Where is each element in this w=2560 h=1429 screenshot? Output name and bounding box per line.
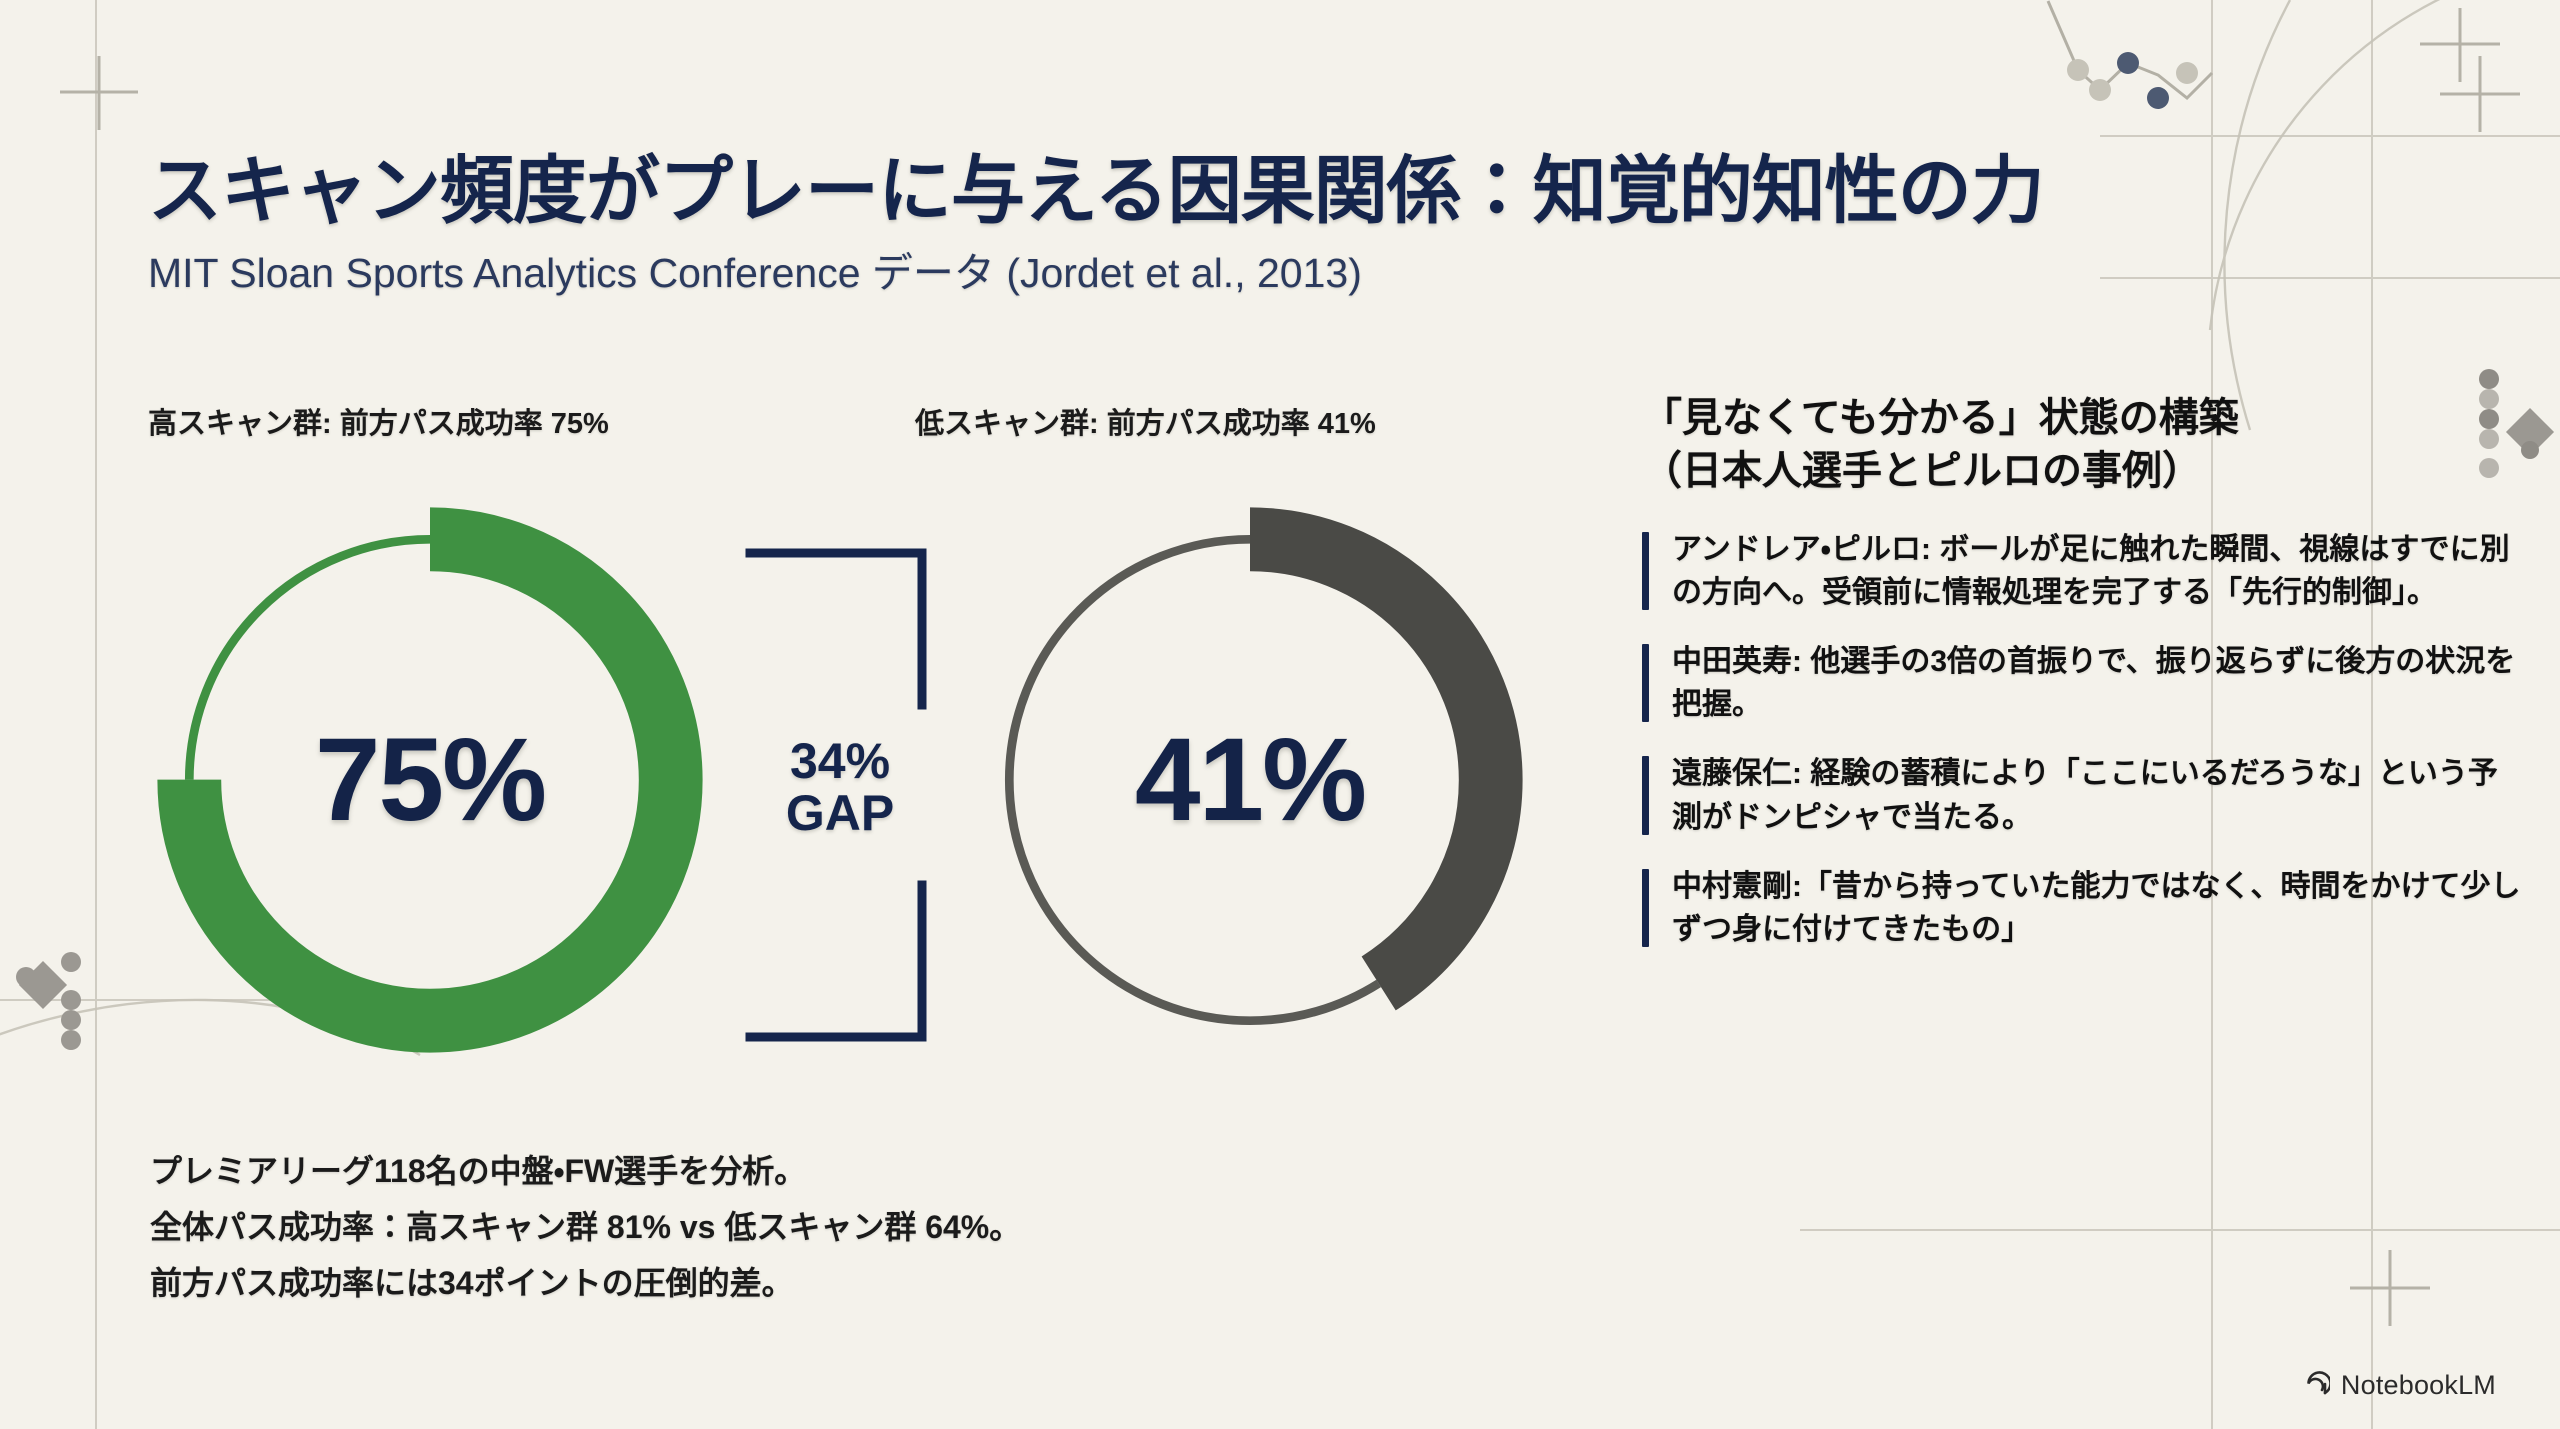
- list-item: アンドレア・ピルロ: ボールが足に触れた瞬間、視線はすでに別の方向へ。受領前に情…: [1642, 528, 2522, 614]
- summary-line-3: 前方パス成功率には34ポイントの圧倒的差。: [150, 1265, 794, 1302]
- list-item: 中村憲剛:「昔から持っていた能力ではなく、時間をかけて少しずつ身に付けてきたもの…: [1642, 865, 2522, 951]
- gap-text: 34% GAP: [750, 735, 930, 839]
- gap-bracket-icon: [745, 548, 927, 1042]
- notebooklm-spiral-icon: [2307, 1370, 2330, 1394]
- slide-header: スキャン頻度がプレーに与える因果関係：知覚的知性の力 MIT Sloan Spo…: [148, 150, 2448, 299]
- gap-indicator: 34% GAP: [740, 545, 950, 1045]
- summary-line-1: プレミアリーグ118名の中盤・FW選手を分析。: [150, 1153, 807, 1189]
- page-subtitle: MIT Sloan Sports Analytics Conference デー…: [148, 250, 1362, 297]
- list-item: 遠藤保仁: 経験の蓄積により「ここにいるだろうな」という予測がドンピシャで当たる…: [1642, 752, 2522, 838]
- footer-brand-name: NotebookLM: [2340, 1370, 2496, 1400]
- donut-chart-high-scan: 75%: [140, 490, 720, 1070]
- list-item: 中田英寿: 他選手の3倍の首振りで、振り返らずに後方の状況を把握。: [1642, 640, 2522, 726]
- bullet-accent-bar: [1642, 643, 1649, 723]
- decorative-line-chart: [2046, 0, 2214, 109]
- bullet-accent-bar: [1642, 756, 1649, 835]
- donut-value-high-scan: 75%: [314, 714, 547, 846]
- bullet-accent-bar: [1642, 868, 1649, 948]
- donut-value-low-scan: 41%: [1134, 714, 1367, 846]
- bullet-text: 中田英寿: 他選手の3倍の首振りで、振り返らずに後方の状況を把握。: [1672, 644, 2516, 722]
- panel-heading: 「見なくても分かる」状態の構築 （日本人選手とピルロの事例）: [1642, 392, 2522, 498]
- gap-percent: 34%: [789, 733, 891, 789]
- donut-chart-low-scan: 41%: [960, 490, 1540, 1070]
- right-panel: 「見なくても分かる」状態の構築 （日本人選手とピルロの事例） アンドレア・ピルロ…: [1642, 392, 2522, 977]
- footer-branding: NotebookLM: [2300, 1370, 2496, 1401]
- decorative-dots-left: [16, 952, 81, 1050]
- bullet-text: 遠藤保仁: 経験の蓄積により「ここにいるだろうな」という予測がドンピシャで当たる…: [1672, 757, 2498, 834]
- bullet-accent-bar: [1642, 531, 1649, 610]
- summary-block: プレミアリーグ118名の中盤・FW選手を分析。 全体パス成功率：高スキャン群 8…: [150, 1150, 1550, 1319]
- page-title: スキャン頻度がプレーに与える因果関係：知覚的知性の力: [148, 149, 2045, 232]
- chart-label-low-scan: 低スキャン群: 前方パス成功率 41%: [915, 408, 1376, 440]
- chart-label-high-scan: 高スキャン群: 前方パス成功率 75%: [148, 408, 609, 440]
- gap-caption: GAP: [785, 785, 895, 841]
- panel-heading-line-1: 「見なくても分かる」状態の構築: [1642, 396, 2239, 440]
- bullet-text: 中村憲剛:「昔から持っていた能力ではなく、時間をかけて少しずつ身に付けてきたもの…: [1672, 869, 2521, 946]
- bullet-text: アンドレア・ピルロ: ボールが足に触れた瞬間、視線はすでに別の方向へ。受領前に情…: [1672, 532, 2510, 609]
- panel-heading-line-2: （日本人選手とピルロの事例）: [1642, 448, 2202, 493]
- summary-line-2: 全体パス成功率：高スキャン群 81% vs 低スキャン群 64%。: [150, 1209, 1022, 1246]
